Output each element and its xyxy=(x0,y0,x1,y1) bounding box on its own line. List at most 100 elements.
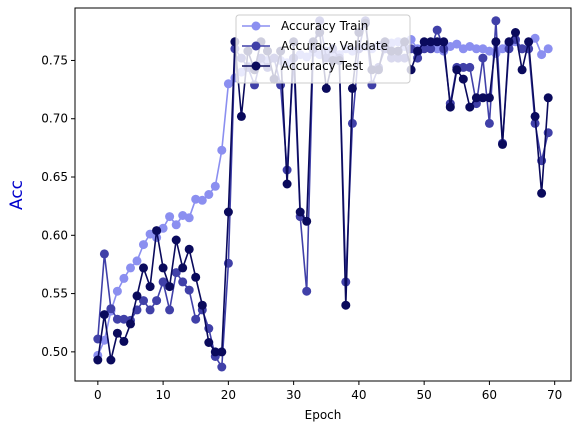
data-point xyxy=(204,190,214,199)
legend-item: Accuracy Test xyxy=(242,59,364,73)
data-point xyxy=(210,347,220,357)
data-point xyxy=(171,220,181,230)
data-point xyxy=(184,213,194,223)
data-point xyxy=(197,195,207,205)
data-point xyxy=(204,338,214,347)
data-point xyxy=(517,44,527,54)
data-point xyxy=(217,347,227,357)
data-point xyxy=(341,300,351,310)
y-tick-label: 0.60 xyxy=(41,228,68,242)
data-point xyxy=(119,273,129,283)
y-axis-label: Acc xyxy=(7,180,27,210)
data-point xyxy=(465,102,475,112)
x-tick-label: 20 xyxy=(221,388,236,402)
data-point xyxy=(223,79,233,89)
data-point xyxy=(158,263,168,273)
data-point xyxy=(432,25,442,35)
data-point xyxy=(517,65,527,75)
data-point xyxy=(126,319,135,329)
data-point xyxy=(171,235,181,245)
data-point xyxy=(165,282,175,292)
data-point xyxy=(139,296,148,306)
plot-frame xyxy=(74,7,572,382)
data-point xyxy=(484,93,494,103)
x-tick-label: 70 xyxy=(547,388,562,402)
data-point xyxy=(223,207,233,217)
data-point xyxy=(465,62,475,72)
data-point xyxy=(282,179,292,189)
legend-label: Accuracy Test xyxy=(281,59,364,73)
data-point xyxy=(152,296,162,306)
legend-marker xyxy=(251,21,261,31)
x-tick-label: 40 xyxy=(351,388,366,402)
x-tick-label: 50 xyxy=(417,388,432,402)
data-point xyxy=(491,37,501,47)
data-point xyxy=(197,300,207,310)
y-axis: 0.50 0.55 0.60 0.65 0.70 0.75 xyxy=(41,53,75,359)
legend-label: Accuracy Validate xyxy=(281,39,388,53)
x-tick-label: 0 xyxy=(94,388,102,402)
data-point xyxy=(537,50,547,60)
data-point xyxy=(210,181,220,191)
data-point xyxy=(178,277,188,287)
data-point xyxy=(112,314,122,324)
data-point xyxy=(152,226,162,236)
data-point xyxy=(537,188,547,198)
data-point xyxy=(498,139,507,149)
data-point xyxy=(452,39,462,49)
data-point xyxy=(112,286,122,296)
data-point xyxy=(347,118,357,128)
data-point xyxy=(471,93,481,103)
x-tick-label: 60 xyxy=(482,388,497,402)
data-point xyxy=(413,46,423,56)
data-point xyxy=(93,355,103,365)
data-point xyxy=(347,83,357,93)
legend-item: Accuracy Train xyxy=(242,19,368,33)
data-point xyxy=(524,37,534,47)
data-point xyxy=(498,44,507,54)
y-tick-label: 0.65 xyxy=(41,170,68,184)
data-point xyxy=(543,44,553,54)
data-point xyxy=(112,328,122,338)
data-point xyxy=(302,286,312,296)
legend-marker xyxy=(251,61,261,71)
y-tick-label: 0.55 xyxy=(41,287,68,301)
data-point xyxy=(132,256,142,266)
data-point xyxy=(217,145,227,155)
x-axis-label: Epoch xyxy=(305,408,342,422)
legend-frame xyxy=(235,14,411,84)
data-point xyxy=(191,314,201,324)
data-point xyxy=(217,362,227,372)
data-point xyxy=(321,83,331,93)
data-point xyxy=(426,44,436,54)
data-point xyxy=(106,304,116,314)
data-point xyxy=(419,37,429,47)
data-point xyxy=(132,291,142,301)
data-point xyxy=(511,28,520,37)
data-point xyxy=(158,277,168,287)
data-point xyxy=(119,336,129,346)
data-point xyxy=(165,305,175,315)
data-point xyxy=(145,282,155,292)
data-point xyxy=(543,93,553,103)
legend-marker xyxy=(251,41,261,51)
legend-item: Accuracy Validate xyxy=(242,39,388,53)
data-point xyxy=(458,74,468,84)
data-point xyxy=(191,272,201,282)
x-tick-label: 10 xyxy=(155,388,170,402)
data-point xyxy=(295,207,305,217)
data-point xyxy=(530,111,540,121)
data-point xyxy=(184,244,194,254)
y-tick-label: 0.70 xyxy=(41,112,68,126)
data-point xyxy=(426,37,436,47)
data-point xyxy=(478,93,488,103)
data-point xyxy=(184,285,194,295)
y-tick-label: 0.75 xyxy=(41,53,68,67)
data-point xyxy=(171,268,181,278)
data-point xyxy=(139,263,148,273)
data-point xyxy=(139,240,148,250)
data-point xyxy=(484,118,494,128)
data-point xyxy=(106,355,116,365)
legend: Accuracy Train Accuracy Validate Accuracy … xyxy=(235,14,411,84)
